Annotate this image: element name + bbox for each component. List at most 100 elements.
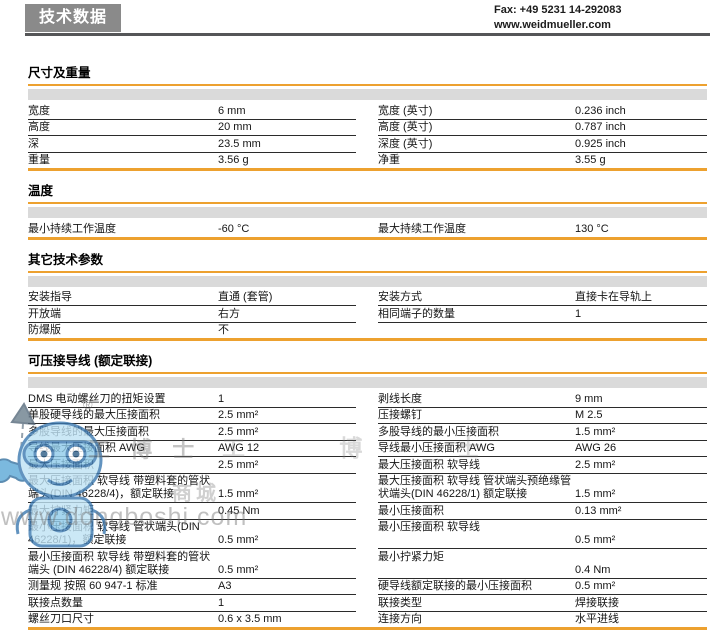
param-label: 最小压接面积 软导线 管状端头(DIN 46228/1)，额定联接 — [28, 520, 218, 549]
param-label: 压接螺钉 — [378, 408, 575, 424]
param-value: 0.5 mm² — [218, 520, 356, 549]
param-value: 水平进线 — [575, 613, 619, 625]
param-value: 0.5 mm² — [575, 579, 707, 595]
accent-line — [28, 338, 707, 341]
column-gap — [356, 595, 378, 612]
column-gap — [356, 457, 378, 474]
param-value: 9 mm — [575, 391, 707, 408]
accent-line — [28, 270, 707, 273]
param-value: 23.5 mm — [218, 136, 356, 153]
param-label: 最小压接面积 — [378, 503, 575, 520]
param-value: A3 — [218, 579, 356, 595]
page-header: 技术数据 Fax: +49 5231 14-292083 www.weidmue… — [25, 4, 710, 32]
param-value: 130 °C — [575, 222, 609, 235]
parameter-table: 宽度 6 mm 宽度 (英寸) 0.236 inch 高度 20 mm 高度 (英寸) 0.7… — [28, 103, 707, 168]
param-label: 深度 (英寸) — [378, 136, 575, 153]
parameter-table: 安装指导 直通 (套管) 安装方式 直接卡在导轨上 开放端 右方 相同端子的数量 1 防爆版 不 — [28, 290, 707, 339]
empty-cell — [575, 323, 707, 339]
param-value: 0.787 inch — [575, 120, 707, 136]
section-crimpable-conductors-rated-connection: 可压接导线 (额定联接) DMS 电动螺丝刀的扭矩设置 1 剥线长度 9 mm 单股硬导线… — [28, 350, 707, 630]
param-label: 宽度 (英寸) — [378, 103, 575, 120]
param-label: 最大压接面积 — [28, 457, 218, 474]
param-label: 联接点数量 — [28, 595, 218, 612]
section-title: 可压接导线 (额定联接) — [28, 354, 153, 368]
param-value: 1 — [218, 595, 356, 612]
param-value: 0.13 mm² — [575, 503, 707, 520]
column-gap — [356, 408, 378, 425]
param-value: 3.56 g — [218, 154, 249, 166]
param-value: 1.5 mm² — [575, 474, 707, 503]
param-value: 1.5 mm² — [218, 474, 356, 503]
parameter-table: 最小持续工作温度 -60 °C 最大持续工作温度 130 °C — [28, 221, 707, 237]
param-label: 最大压接面积 软导线 带塑料套的管状端头(DIN 46228/4)，额定联接 — [28, 474, 218, 503]
column-gap — [356, 306, 378, 323]
accent-line — [28, 168, 707, 171]
param-label: 剥线长度 — [378, 391, 575, 408]
param-label: 螺丝刀口尺寸 — [28, 613, 94, 625]
param-label: 最小压接面积 软导线 — [378, 520, 575, 549]
column-gap — [356, 391, 378, 408]
param-label: 导线最大压接面积 AWG — [28, 441, 218, 457]
column-gap — [356, 424, 378, 441]
column-gap — [356, 103, 378, 120]
param-value: 6 mm — [218, 103, 356, 120]
gray-band — [28, 207, 707, 218]
param-label: 单股硬导线的最大压接面积 — [28, 408, 218, 424]
param-label: 深 — [28, 136, 218, 153]
accent-line — [28, 372, 707, 374]
contact-block: Fax: +49 5231 14-292083 www.weidmueller.… — [494, 3, 622, 33]
param-value: 焊接联接 — [575, 595, 707, 612]
section-dimensions-weight: 尺寸及重量 宽度 6 mm 宽度 (英寸) 0.236 inch 高度 20 mm 高度 (英… — [28, 62, 707, 171]
param-value: -60 °C — [218, 222, 250, 235]
param-value: 0.236 inch — [575, 103, 707, 120]
section-title: 其它技术参数 — [28, 252, 104, 267]
param-value: 0.45 Nm — [218, 503, 356, 520]
param-value: 0.4 Nm — [575, 549, 707, 579]
param-label: 联接类型 — [378, 595, 575, 612]
param-label: 导线最小压接面积 AWG — [378, 441, 575, 457]
section-temperature: 温度 最小持续工作温度 -60 °C 最大持续工作温度 130 °C — [28, 180, 707, 240]
param-label: 多股导线的最大压接面积 — [28, 424, 218, 441]
param-value: 不 — [218, 324, 229, 336]
param-label: 多股导线的最小压接面积 — [378, 424, 575, 441]
param-label: 测量规 按照 60 947-1 标准 — [28, 579, 218, 595]
gray-band — [28, 89, 707, 100]
param-label: 最大压接面积 软导线 管状端头预绝缘管状端头(DIN 46228/1) 额定联接 — [378, 474, 575, 503]
parameter-table: DMS 电动螺丝刀的扭矩设置 1 剥线长度 9 mm 单股硬导线的最大压接面积 2.5 m… — [28, 391, 707, 627]
param-label: 高度 — [28, 120, 218, 136]
website-url: www.weidmueller.com — [494, 19, 611, 31]
param-label: 最大压接面积 软导线 — [378, 457, 575, 474]
param-label: 安装方式 — [378, 290, 575, 306]
gray-band — [28, 275, 707, 287]
section-other-technical-parameters: 其它技术参数 安装指导 直通 (套管) 安装方式 直接卡在导轨上 开放端 右方 相同端子的数量… — [28, 249, 707, 341]
param-value: 直通 (套管) — [218, 290, 356, 306]
param-label: 安装指导 — [28, 290, 218, 306]
page-title: 技术数据 — [25, 4, 122, 32]
header-divider — [25, 33, 710, 36]
param-value: 直接卡在导轨上 — [575, 290, 707, 306]
param-value: 0.5 mm² — [575, 520, 707, 549]
param-label: 最大持续工作温度 — [378, 222, 466, 235]
param-label: 开放端 — [28, 306, 218, 323]
param-value: 1 — [218, 391, 356, 408]
param-value: 0.5 mm² — [218, 549, 356, 579]
param-value: 2.5 mm² — [218, 408, 356, 424]
param-value: 2.5 mm² — [218, 457, 356, 474]
empty-cell — [378, 323, 575, 339]
column-gap — [356, 136, 378, 153]
column-gap — [356, 221, 378, 237]
param-label: 最小拧紧力矩 — [378, 549, 575, 579]
column-gap — [356, 290, 378, 307]
param-label: 重量 — [28, 154, 50, 166]
param-value: 0.6 x 3.5 mm — [218, 613, 282, 625]
column-gap — [356, 612, 378, 628]
param-value: 右方 — [218, 306, 356, 323]
column-gap — [356, 520, 378, 550]
column-gap — [356, 474, 378, 504]
param-label: 硬导线额定联接的最小压接面积 — [378, 579, 575, 595]
column-gap — [356, 323, 378, 339]
param-value: M 2.5 — [575, 408, 707, 424]
param-value: 20 mm — [218, 120, 356, 136]
param-value: AWG 12 — [218, 441, 356, 457]
param-label: 最小压接面积 软导线 带塑料套的管状端头 (DIN 46228/4) 额定联接 — [28, 549, 218, 579]
